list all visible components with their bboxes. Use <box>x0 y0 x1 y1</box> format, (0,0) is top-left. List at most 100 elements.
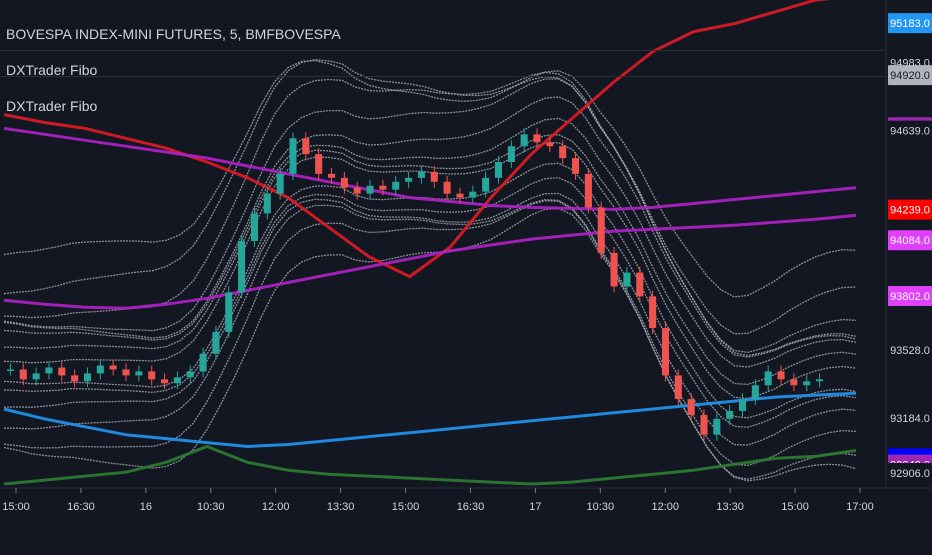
candle-body[interactable] <box>58 367 66 376</box>
candle-body[interactable] <box>520 134 528 147</box>
price-label-badge <box>888 340 932 361</box>
fibo-band-line <box>3 71 857 354</box>
candle-body[interactable] <box>109 365 117 370</box>
candle-body[interactable] <box>674 375 682 400</box>
candle-body[interactable] <box>469 191 477 198</box>
candle-body[interactable] <box>276 173 284 194</box>
candle-body[interactable] <box>83 373 92 382</box>
price-label-value: 94239.0 <box>890 205 930 217</box>
candle-body[interactable] <box>19 369 27 380</box>
candle-body[interactable] <box>289 138 297 174</box>
candle-body[interactable] <box>199 353 207 372</box>
candle-body[interactable] <box>379 185 387 190</box>
time-tick-label: 15:00 <box>781 501 809 513</box>
candle-body[interactable] <box>96 365 104 374</box>
candle-body[interactable] <box>353 187 361 194</box>
candle-body[interactable] <box>186 371 194 378</box>
candle-body[interactable] <box>71 375 79 382</box>
candle-body[interactable] <box>751 385 759 400</box>
candle-body[interactable] <box>430 171 438 182</box>
candle-body[interactable] <box>777 371 785 380</box>
candle-body[interactable] <box>559 146 567 159</box>
price-label-badge <box>888 462 932 483</box>
candle-body[interactable] <box>6 369 14 371</box>
price-label-value: 93802.0 <box>890 291 930 303</box>
time-tick-label: 13:30 <box>327 501 355 513</box>
candle-body[interactable] <box>173 377 181 384</box>
price-label-badge <box>888 120 932 141</box>
fibo-band-line <box>3 117 857 368</box>
candle-body[interactable] <box>533 134 541 143</box>
candle-body[interactable] <box>250 213 258 242</box>
candle-body[interactable] <box>135 371 143 376</box>
time-tick-label: 17:00 <box>846 501 874 513</box>
fibo-band-line <box>3 207 857 482</box>
candle-body[interactable] <box>726 410 734 419</box>
candle-body[interactable] <box>661 327 669 376</box>
candle-body[interactable] <box>649 296 657 328</box>
candle-body[interactable] <box>687 399 695 415</box>
price-label-badge <box>888 13 932 34</box>
candle-body[interactable] <box>764 371 772 386</box>
candle-body[interactable] <box>507 146 515 163</box>
price-label-value: 94920.0 <box>890 70 930 82</box>
candle-body[interactable] <box>417 171 425 178</box>
price-label-badge <box>888 230 932 251</box>
candle-body[interactable] <box>405 177 413 182</box>
time-tick-label: 10:30 <box>587 501 615 513</box>
candle-body[interactable] <box>482 177 490 192</box>
candle-body[interactable] <box>45 367 53 374</box>
price-label-value: 92906.0 <box>890 468 930 480</box>
candle-body[interactable] <box>713 418 721 435</box>
candle-body[interactable] <box>636 272 644 297</box>
candle-body[interactable] <box>340 177 348 188</box>
candle-body[interactable] <box>572 158 580 174</box>
candle-body[interactable] <box>32 373 40 380</box>
fibo-band-line <box>3 59 857 298</box>
candle-body[interactable] <box>546 142 554 147</box>
candle-body[interactable] <box>790 379 798 386</box>
candle-body[interactable] <box>302 138 310 155</box>
candle-body[interactable] <box>366 185 374 194</box>
candle-body[interactable] <box>700 414 708 435</box>
candle-body[interactable] <box>315 154 323 174</box>
candle-body[interactable] <box>327 173 336 178</box>
indicator-legend-1[interactable]: DXTrader Fibo <box>6 62 98 78</box>
candle-body[interactable] <box>212 331 220 354</box>
fibo-band-line <box>3 200 857 480</box>
candle-body[interactable] <box>803 381 811 386</box>
candle-body[interactable] <box>238 241 246 293</box>
price-label-badge <box>888 285 932 306</box>
fibo-band-line <box>3 78 857 357</box>
candle-body[interactable] <box>456 193 464 198</box>
time-tick-label: 10:30 <box>197 501 225 513</box>
candle-body[interactable] <box>122 369 130 376</box>
symbol-title: BOVESPA INDEX-MINI FUTURES, 5, BMFBOVESP… <box>6 26 341 42</box>
price-label-value: 94084.0 <box>890 235 930 247</box>
candle-body[interactable] <box>738 399 747 411</box>
time-tick-label: 12:00 <box>651 501 679 513</box>
candle-body[interactable] <box>584 173 592 208</box>
fibo-band-line <box>3 177 857 428</box>
candle-body[interactable] <box>597 207 605 253</box>
candle-body[interactable] <box>494 162 503 178</box>
indicator-legend-2[interactable]: DXTrader Fibo <box>6 98 98 114</box>
indicator-line <box>3 213 857 310</box>
indicator-line <box>3 126 857 211</box>
candle-body[interactable] <box>392 181 400 190</box>
candle-body[interactable] <box>148 371 156 380</box>
price-label-badge <box>888 199 932 220</box>
time-tick-label: 15:00 <box>2 501 30 513</box>
price-label-value: 93528.0 <box>890 345 930 357</box>
candle-body[interactable] <box>161 379 169 384</box>
candle-body[interactable] <box>623 272 631 287</box>
candle-body[interactable] <box>443 181 451 194</box>
candle-body[interactable] <box>263 193 271 214</box>
candle-body[interactable] <box>816 379 824 382</box>
candle-body[interactable] <box>610 252 618 287</box>
time-tick-label: 15:00 <box>392 501 420 513</box>
fibo-band-line <box>3 134 857 386</box>
candle-body[interactable] <box>225 292 233 332</box>
